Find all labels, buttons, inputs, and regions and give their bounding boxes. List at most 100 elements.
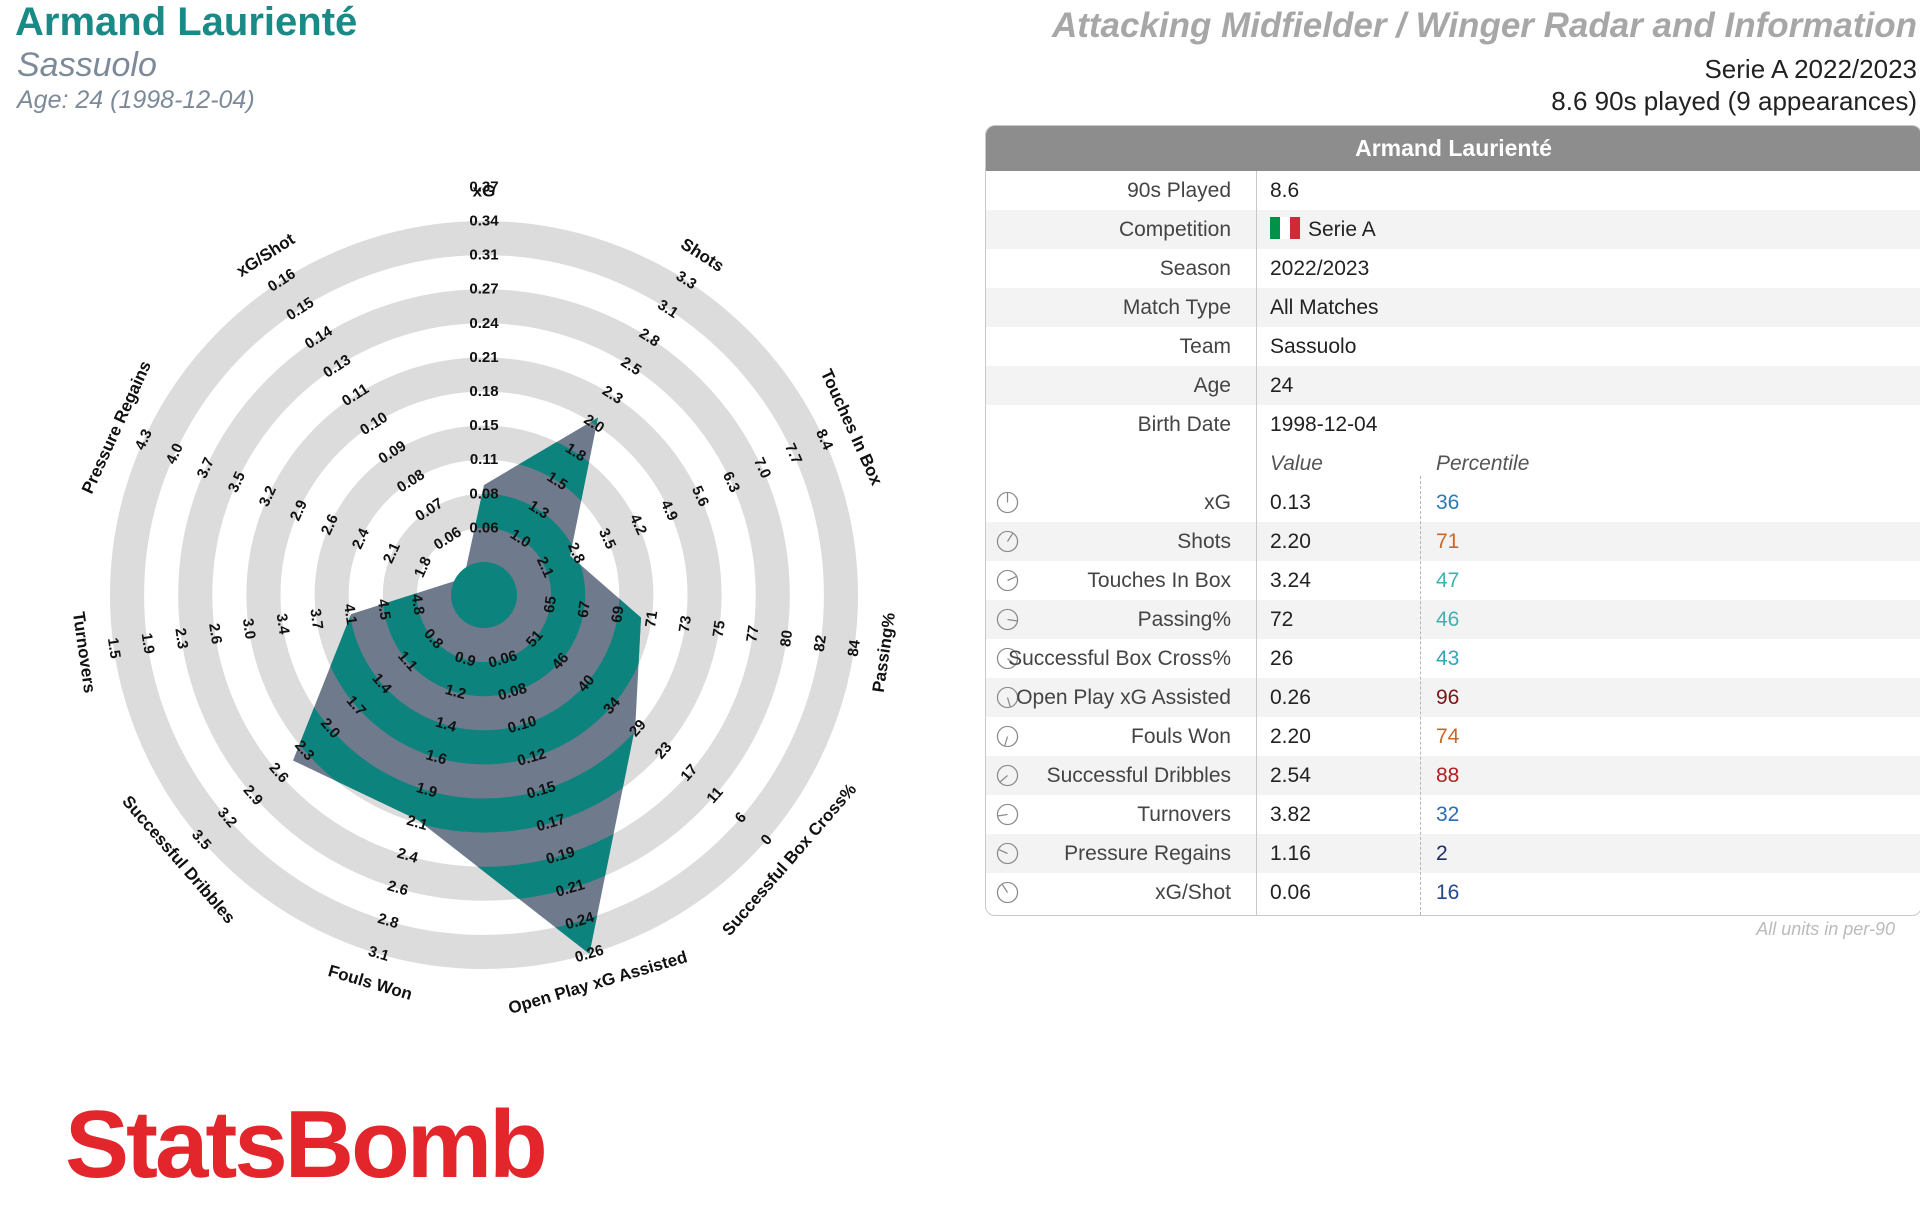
metric-row-percentile: 96 <box>1436 686 1460 709</box>
table-header: Armand Laurienté <box>986 126 1920 171</box>
metric-row-label: xG <box>1204 491 1231 514</box>
radar-tick-label: 80 <box>777 629 796 648</box>
metric-row-percentile: 16 <box>1436 881 1460 904</box>
column-header-row: Value Percentile <box>986 444 1920 483</box>
dial-icon <box>996 725 1019 748</box>
metric-row-percentile: 32 <box>1436 803 1460 826</box>
info-row-value-text: Serie A <box>1308 218 1376 241</box>
metric-row-label: Pressure Regains <box>1064 842 1231 865</box>
column-divider <box>1256 171 1257 915</box>
percentile-divider <box>1420 476 1421 915</box>
info-row-value: 2022/2023 <box>1270 249 1369 288</box>
metric-row-percentile: 43 <box>1436 647 1460 670</box>
radar-tick-label: 4.1 <box>340 603 360 626</box>
metric-row-percentile: 46 <box>1436 608 1460 631</box>
info-row: 90s Played 8.6 <box>986 171 1920 210</box>
radar-axis-label: Passing% <box>869 611 899 693</box>
radar-title: Attacking Midfielder / Winger Radar and … <box>1051 6 1917 45</box>
dial-icon <box>996 491 1019 514</box>
radar-tick-label: 65 <box>541 595 560 614</box>
radar-tick-label: 2.8 <box>376 910 401 932</box>
info-table: Armand Laurienté 90s Played 8.6 Competitio… <box>985 125 1920 916</box>
info-row: Age 24 <box>986 366 1920 405</box>
metric-row-label: Shots <box>1177 530 1231 553</box>
info-row-label: Competition <box>1118 218 1231 241</box>
statsbomb-logo: StatsBomb <box>65 1091 548 1198</box>
metric-row-value: 0.26 <box>1270 686 1311 709</box>
radar-tick-label: 2.3 <box>171 627 191 650</box>
metric-row: Turnovers 3.82 32 <box>986 795 1920 834</box>
metric-row-label: Touches In Box <box>1087 569 1231 592</box>
league-season: Serie A 2022/2023 <box>1704 54 1917 84</box>
radar-tick-label: 3.4 <box>273 612 293 636</box>
radar-tick-label: 0.27 <box>469 281 498 298</box>
info-row-value-text: All Matches <box>1270 296 1379 319</box>
metric-row-value: 72 <box>1270 608 1294 631</box>
metric-row: Passing% 72 46 <box>986 600 1920 639</box>
metric-row-percentile: 47 <box>1436 569 1460 592</box>
radar-ring <box>109 220 859 970</box>
info-row-value: 8.6 <box>1270 171 1299 210</box>
played-line: 8.6 90s played (9 appearances) <box>1551 86 1917 116</box>
dial-icon <box>996 569 1019 592</box>
metric-row: Fouls Won 2.20 74 <box>986 717 1920 756</box>
metric-row-value: 2.20 <box>1270 725 1311 748</box>
radar-tick-label: 0.15 <box>469 417 498 434</box>
radar-tick-label: 4.8 <box>408 593 428 616</box>
radar-axis-label: Turnovers <box>69 611 99 695</box>
metric-row-value: 2.20 <box>1270 530 1311 553</box>
info-row-label: Birth Date <box>1137 413 1231 436</box>
info-rows: 90s Played 8.6 Competition Serie A Season 202… <box>986 171 1920 444</box>
metric-row-label: Turnovers <box>1137 803 1231 826</box>
info-row-label: 90s Played <box>1127 179 1231 202</box>
radar-tick-label: 1.9 <box>414 779 439 801</box>
radar-fill-ring <box>293 417 641 833</box>
radar-tick-label: 0.9 <box>453 648 478 670</box>
column-value-header: Value <box>1270 452 1323 475</box>
radar-tick-label: 0.08 <box>469 485 498 502</box>
radar-tick-label: 1.4 <box>433 714 458 736</box>
metric-row-value: 0.13 <box>1270 491 1311 514</box>
metric-row: Successful Dribbles 2.54 88 <box>986 756 1920 795</box>
metric-row-value: 26 <box>1270 647 1294 670</box>
metric-row-value: 0.06 <box>1270 881 1311 904</box>
metric-row-label: Fouls Won <box>1131 725 1231 748</box>
info-row: Season 2022/2023 <box>986 249 1920 288</box>
radar-tick-label: 3.0 <box>239 617 259 640</box>
info-row-value: 24 <box>1270 366 1293 405</box>
info-row-value-text: Sassuolo <box>1270 335 1357 358</box>
radar-ring <box>178 289 790 901</box>
metric-row-label: xG/Shot <box>1155 881 1231 904</box>
dial-icon <box>996 764 1019 787</box>
radar-center <box>451 562 517 628</box>
radar-tick-label: 71 <box>642 610 661 629</box>
radar-tick-label: 77 <box>743 624 762 643</box>
italy-flag-icon <box>1270 213 1300 239</box>
info-row-label: Age <box>1193 374 1231 397</box>
dial-icon <box>996 608 1019 631</box>
radar-tick-label: 3.1 <box>366 943 391 965</box>
metric-row-label: Successful Dribbles <box>1046 764 1231 787</box>
info-row-value: Sassuolo <box>1270 327 1356 366</box>
dial-icon <box>996 647 1019 670</box>
player-name: Armand Laurienté <box>15 0 358 44</box>
age-line: Age: 24 (1998-12-04) <box>17 86 255 114</box>
metric-row: Successful Box Cross% 26 43 <box>986 639 1920 678</box>
info-row-value-text: 2022/2023 <box>1270 257 1370 280</box>
metric-row-percentile: 36 <box>1436 491 1460 514</box>
radar-tick-label: 2.4 <box>395 845 420 867</box>
info-row: Team Sassuolo <box>986 327 1920 366</box>
metric-row-value: 1.16 <box>1270 842 1311 865</box>
radar-tick-label: 0.37 <box>469 178 498 195</box>
metric-row-value: 3.24 <box>1270 569 1311 592</box>
dial-icon <box>996 881 1019 904</box>
info-row: Birth Date 1998-12-04 <box>986 405 1920 444</box>
metric-rows: xG 0.13 36 Shots 2.20 71 Touches In Box 3.24 47 P… <box>986 483 1920 912</box>
info-row-label: Season <box>1159 257 1231 280</box>
radar-tick-label: 1.9 <box>138 632 158 655</box>
info-row-value-text: 8.6 <box>1270 179 1300 202</box>
radar-tick-label: 1.6 <box>424 746 449 768</box>
metric-row: Shots 2.20 71 <box>986 522 1920 561</box>
metric-row: xG 0.13 36 <box>986 483 1920 522</box>
radar-rings <box>109 220 859 970</box>
